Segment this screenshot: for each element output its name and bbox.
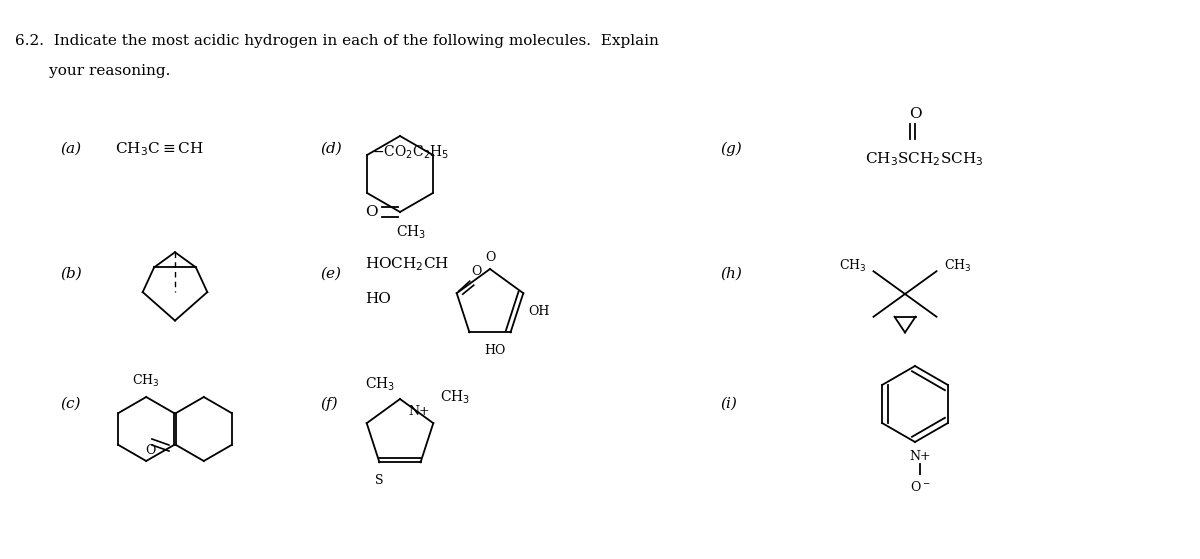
Text: N+: N+ [910, 450, 931, 463]
Text: OH: OH [528, 305, 550, 318]
Text: CH$_3$C$\equiv$CH: CH$_3$C$\equiv$CH [115, 140, 204, 158]
Text: 6.2.  Indicate the most acidic hydrogen in each of the following molecules.  Exp: 6.2. Indicate the most acidic hydrogen i… [14, 34, 659, 48]
Text: O$^-$: O$^-$ [910, 480, 930, 494]
Text: CH$_3$: CH$_3$ [365, 375, 395, 393]
Text: CH$_3$SCH$_2$SCH$_3$: CH$_3$SCH$_2$SCH$_3$ [865, 150, 984, 168]
Text: N+: N+ [409, 405, 431, 418]
Text: (b): (b) [60, 267, 82, 281]
Text: O: O [908, 107, 922, 121]
Text: $-$CO$_2$C$_2$H$_5$: $-$CO$_2$C$_2$H$_5$ [372, 143, 450, 160]
Text: CH$_3$: CH$_3$ [396, 224, 426, 241]
Text: (h): (h) [720, 267, 742, 281]
Text: (d): (d) [320, 142, 342, 156]
Text: O: O [472, 265, 482, 278]
Text: your reasoning.: your reasoning. [14, 64, 170, 78]
Text: O: O [145, 443, 156, 457]
Text: HOCH$_2$CH: HOCH$_2$CH [365, 255, 449, 273]
Text: (i): (i) [720, 397, 737, 411]
Text: CH$_3$: CH$_3$ [440, 389, 470, 406]
Text: (e): (e) [320, 267, 341, 281]
Text: HO: HO [365, 292, 391, 306]
Text: (a): (a) [60, 142, 82, 156]
Text: (g): (g) [720, 142, 742, 156]
Text: CH$_3$: CH$_3$ [132, 373, 160, 389]
Text: (f): (f) [320, 397, 337, 411]
Text: S: S [376, 475, 384, 487]
Text: (c): (c) [60, 397, 80, 411]
Text: CH$_3$: CH$_3$ [839, 258, 866, 274]
Text: O: O [485, 251, 496, 264]
Text: O: O [365, 205, 378, 219]
Text: HO: HO [484, 344, 505, 357]
Text: CH$_3$: CH$_3$ [943, 258, 971, 274]
